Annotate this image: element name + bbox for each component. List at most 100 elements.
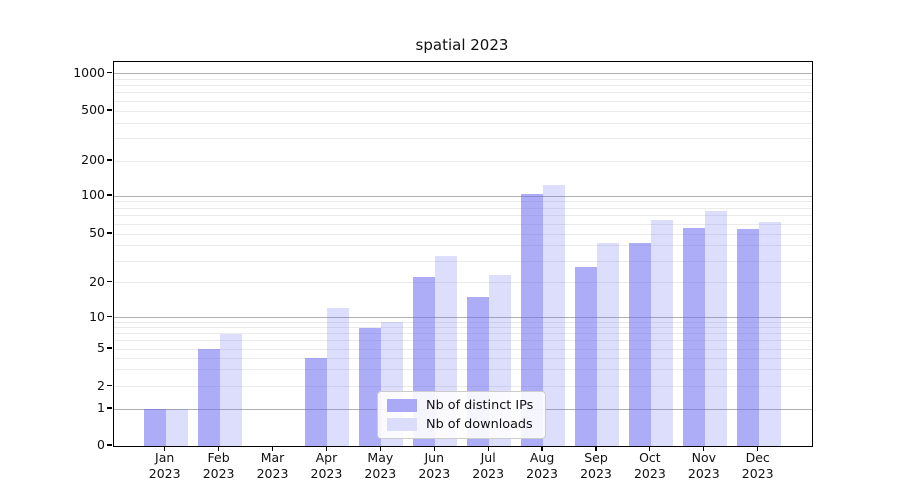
- gridline-minor: [114, 138, 812, 140]
- x-tick-label: Apr 2023: [310, 450, 343, 481]
- gridline-minor: [114, 340, 812, 342]
- x-tick-label: Jan 2023: [148, 450, 181, 481]
- x-tick-mark: [325, 446, 328, 451]
- plot-area: [113, 61, 813, 447]
- y-tick-label: 200: [81, 152, 105, 167]
- y-tick-mark: [107, 347, 112, 349]
- gridline-minor: [114, 207, 812, 209]
- gridline-minor: [114, 85, 812, 87]
- bar-nb-of-downloads-feb: [219, 333, 242, 446]
- x-tick-label: May 2023: [364, 450, 397, 481]
- y-tick-mark: [107, 194, 112, 196]
- bar-nb-of-distinct-ips-apr: [305, 358, 328, 446]
- bar-nb-of-distinct-ips-may: [359, 327, 382, 446]
- y-tick-label: 0: [97, 437, 105, 452]
- y-tick-label: 50: [89, 225, 105, 240]
- y-tick-label: 500: [81, 102, 105, 117]
- gridline-minor: [114, 78, 812, 80]
- bar-nb-of-distinct-ips-dec: [736, 228, 759, 446]
- x-tick-label: Aug 2023: [526, 450, 558, 481]
- gridline-minor: [114, 282, 812, 283]
- gridline-major: [114, 195, 812, 197]
- bar-nb-of-distinct-ips-oct: [628, 243, 651, 446]
- legend-label-distinct-ips: Nb of distinct IPs: [426, 398, 534, 413]
- bar-nb-of-downloads-oct: [650, 219, 673, 446]
- gridline-minor: [114, 100, 812, 102]
- legend-swatch-distinct-ips: [387, 399, 417, 412]
- y-tick-mark: [107, 159, 112, 161]
- x-tick-label: Jun 2023: [418, 450, 451, 481]
- bar-nb-of-downloads-dec: [758, 222, 781, 446]
- y-tick-label: 100: [81, 187, 105, 202]
- gridline-minor: [114, 386, 812, 387]
- x-tick-label: Oct 2023: [633, 450, 666, 481]
- gridline-minor: [114, 369, 812, 371]
- y-tick-label: 20: [89, 273, 105, 289]
- x-tick-mark: [649, 446, 651, 451]
- bar-nb-of-downloads-apr: [327, 308, 350, 446]
- gridline-minor: [114, 92, 812, 94]
- x-tick-mark: [757, 446, 759, 451]
- x-tick-label: Mar 2023: [256, 450, 289, 481]
- y-tick-mark: [107, 316, 112, 318]
- gridline-minor: [114, 110, 812, 112]
- y-tick-mark: [107, 444, 112, 446]
- legend-row-downloads: Nb of downloads: [387, 417, 533, 432]
- legend-swatch-downloads: [387, 418, 417, 431]
- gridline-minor: [114, 333, 812, 335]
- x-tick-mark: [379, 446, 381, 451]
- legend-label-downloads: Nb of downloads: [426, 417, 533, 432]
- x-tick-mark: [595, 446, 597, 451]
- gridline-major: [114, 73, 812, 74]
- x-tick-label: Dec 2023: [741, 450, 774, 481]
- x-tick-label: Sep 2023: [580, 450, 612, 481]
- x-tick-mark: [433, 446, 435, 451]
- y-tick-mark: [107, 407, 112, 409]
- bar-nb-of-downloads-nov: [704, 211, 727, 446]
- bar-nb-of-distinct-ips-sep: [574, 266, 597, 446]
- gridline-minor: [114, 233, 812, 235]
- y-tick-mark: [107, 384, 112, 387]
- bar-nb-of-distinct-ips-feb: [197, 349, 220, 446]
- gridline-minor: [114, 357, 812, 359]
- y-tick-label: 1000: [73, 64, 105, 80]
- legend-row-distinct-ips: Nb of distinct IPs: [387, 398, 533, 413]
- y-tick-label: 10: [89, 308, 105, 324]
- gridline-minor: [114, 201, 812, 203]
- y-tick-label: 2: [97, 377, 105, 393]
- gridline-minor: [114, 348, 812, 350]
- x-tick-mark: [541, 446, 543, 451]
- y-tick-mark: [107, 71, 112, 74]
- gridline-minor: [114, 160, 812, 162]
- gridline-minor: [114, 122, 812, 124]
- bar-nb-of-distinct-ips-nov: [682, 227, 705, 446]
- y-tick-label: 5: [97, 340, 105, 355]
- y-tick-mark: [107, 232, 112, 234]
- gridline-minor: [114, 245, 812, 247]
- legend: Nb of distinct IPs Nb of downloads: [377, 391, 547, 439]
- gridline-minor: [114, 327, 812, 329]
- bar-nb-of-downloads-sep: [596, 243, 619, 446]
- gridline-minor: [114, 321, 812, 323]
- x-tick-label: Nov 2023: [687, 450, 720, 481]
- x-tick-mark: [703, 446, 705, 451]
- x-tick-label: Jul 2023: [472, 450, 505, 481]
- bar-nb-of-distinct-ips-jan: [143, 409, 166, 446]
- bar-nb-of-downloads-aug: [543, 184, 566, 446]
- x-tick-mark: [487, 446, 489, 451]
- x-tick-label: Feb 2023: [202, 450, 235, 481]
- gridline-minor: [114, 215, 812, 217]
- gridline-minor: [114, 223, 812, 225]
- x-tick-mark: [271, 446, 274, 451]
- gridline-major: [114, 317, 812, 319]
- chart-title: spatial 2023: [415, 36, 509, 54]
- x-tick-mark: [218, 446, 220, 451]
- gridline-minor: [114, 260, 812, 262]
- y-tick-mark: [107, 109, 112, 111]
- y-tick-mark: [107, 280, 112, 283]
- y-tick-label: 1: [97, 400, 105, 415]
- x-tick-mark: [164, 446, 166, 451]
- bar-nb-of-downloads-jan: [165, 409, 188, 446]
- bar-nb-of-distinct-ips-aug: [521, 193, 544, 446]
